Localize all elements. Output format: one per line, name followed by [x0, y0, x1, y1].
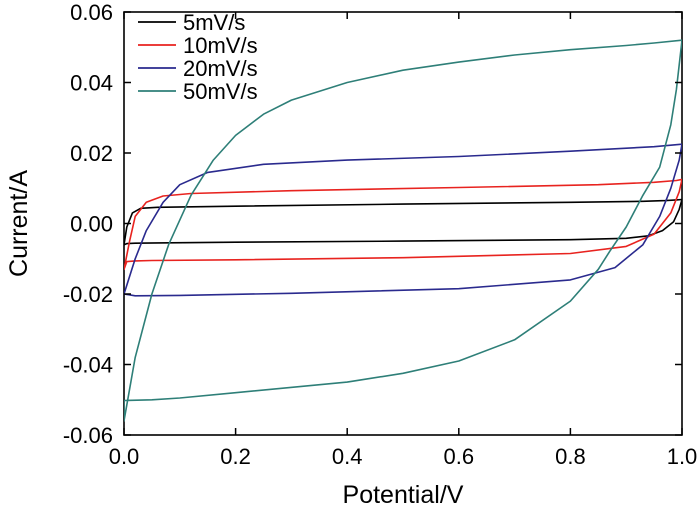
- plot-area: [123, 11, 683, 436]
- x-tick-label: 0.2: [220, 444, 251, 469]
- legend-label: 10mV/s: [183, 33, 258, 58]
- y-tick-label: -0.02: [63, 282, 113, 307]
- x-tick-label: 1.0: [667, 444, 698, 469]
- x-tick-label: 0.0: [109, 444, 140, 469]
- x-tick-label: 0.6: [444, 444, 475, 469]
- y-tick-label: 0.02: [70, 141, 113, 166]
- y-tick-label: 0.04: [70, 71, 113, 96]
- series-line-10mv-s: [124, 178, 682, 271]
- y-axis-title: Current/A: [5, 170, 33, 277]
- y-tick-label: 0.06: [70, 0, 113, 25]
- series-layer: [124, 39, 682, 422]
- x-axis-title: Potential/V: [343, 481, 464, 509]
- legend-label: 20mV/s: [183, 56, 258, 81]
- legend-label: 50mV/s: [183, 79, 258, 104]
- y-tick-label: -0.04: [63, 353, 113, 378]
- axes-layer: 0.0 0.2 0.4 0.6 0.8 1.0 -0.06 -0.04 -0.02 0.00 0.0…: [63, 0, 697, 469]
- series-line-20mv-s: [124, 143, 682, 297]
- y-tick-label: 0.00: [70, 212, 113, 237]
- plot-frame: [123, 11, 683, 436]
- series-line-5mv-s: [124, 198, 682, 246]
- y-tick-label: -0.06: [63, 423, 113, 448]
- series-line-50mv-s: [124, 39, 682, 422]
- x-tick-label: 0.8: [555, 444, 586, 469]
- x-tick-label: 0.4: [332, 444, 363, 469]
- legend-label: 5mV/s: [183, 10, 245, 35]
